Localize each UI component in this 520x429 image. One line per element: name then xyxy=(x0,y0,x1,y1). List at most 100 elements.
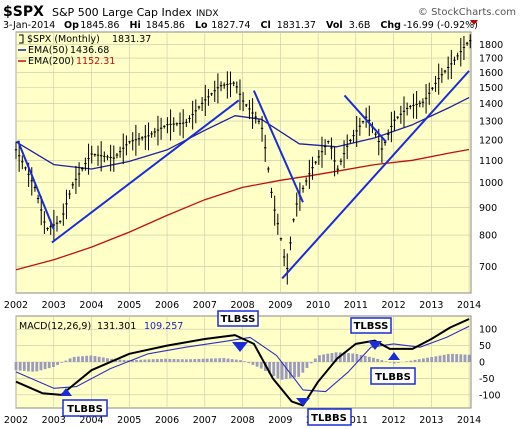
histogram-bar xyxy=(101,357,105,362)
y-tick-label: 1400 xyxy=(479,99,503,110)
histogram-bar xyxy=(205,358,209,362)
histogram-bar xyxy=(14,362,18,371)
callout-label: TLBBS xyxy=(67,404,103,415)
y-tick-label: 1200 xyxy=(479,135,503,146)
quote-value: 3.6B xyxy=(349,20,371,31)
histogram-bar xyxy=(160,358,163,362)
down-arrow-icon xyxy=(470,20,478,25)
x-tick-label: 2012 xyxy=(381,300,405,311)
histogram-bar xyxy=(234,359,238,362)
legend-ema50-value: 1436.68 xyxy=(70,45,109,56)
y-tick-label: 50 xyxy=(479,341,491,352)
trendline xyxy=(16,140,55,230)
histogram-bar xyxy=(43,362,47,370)
x-tick-label: 2006 xyxy=(155,415,179,426)
histogram-bar xyxy=(397,362,400,363)
trendline xyxy=(51,99,240,244)
histogram-bar xyxy=(467,354,471,362)
histogram-bar xyxy=(185,359,188,362)
callout-tlbbs-2003: TLBBS xyxy=(60,388,108,417)
macd-y-axis: -100 -50 0 50 100 xyxy=(479,325,501,402)
callout-label: TLBBS xyxy=(311,413,347,424)
x-tick-label: 2004 xyxy=(79,300,103,311)
histogram-bar xyxy=(392,362,396,364)
callout-arrow-icon xyxy=(232,342,248,352)
histogram-bar xyxy=(446,354,450,362)
exchange-label: INDX xyxy=(196,9,218,19)
histogram-bar xyxy=(39,362,43,371)
legend-ema50-label: EMA(50) xyxy=(28,45,68,56)
histogram-bar xyxy=(305,362,309,368)
x-tick-label: 2004 xyxy=(79,415,103,426)
histogram-bar xyxy=(97,356,101,362)
histogram-bar xyxy=(168,358,172,362)
histogram-bar xyxy=(243,361,247,362)
histogram-bar xyxy=(201,358,205,362)
macd-legend-value2: 109.257 xyxy=(144,321,183,332)
price-y-axis: 700 800 900 1000 1100 1200 1300 1400 1500 1600 170… xyxy=(479,40,503,273)
quote-label: Hi xyxy=(130,20,141,31)
callout-tlbbs-2012: TLBBS xyxy=(370,352,416,385)
histogram-bar xyxy=(76,356,80,362)
legend-price-label: $SPX (Monthly) xyxy=(27,34,100,45)
histogram-bar xyxy=(459,354,463,362)
histogram-bar xyxy=(106,358,109,362)
histogram-bar xyxy=(417,359,421,362)
x-tick-label: 2011 xyxy=(344,300,368,311)
histogram-bar xyxy=(18,362,22,371)
x-tick-label: 2002 xyxy=(4,415,28,426)
histogram-bar xyxy=(251,362,255,365)
histogram-bar xyxy=(413,359,417,362)
histogram-bar xyxy=(35,362,39,372)
macd-legend-value1: 131.301 xyxy=(97,321,136,332)
callout-label: TLBSS xyxy=(354,321,389,332)
histogram-bar xyxy=(155,359,159,362)
histogram-bar xyxy=(164,358,168,362)
histogram-bar xyxy=(347,353,350,362)
histogram-bar xyxy=(68,358,72,362)
quote-value: 1845.86 xyxy=(80,20,119,31)
ema200-line xyxy=(15,148,470,271)
x-tick-label: 2014 xyxy=(457,300,481,311)
callout-arrow-icon xyxy=(388,352,400,360)
y-tick-label: 1600 xyxy=(479,68,503,79)
macd-path xyxy=(15,318,470,407)
macd-signal-line xyxy=(15,325,470,393)
histogram-bar xyxy=(255,362,259,367)
x-tick-label: 2003 xyxy=(42,415,66,426)
histogram-bar xyxy=(130,360,134,362)
histogram-bar xyxy=(85,355,89,362)
histogram-bar xyxy=(226,358,230,362)
price-legend: $SPX (Monthly) 1831.37 EMA(50) 1436.68 E… xyxy=(18,34,151,67)
histogram-bar xyxy=(276,362,280,379)
histogram-bar xyxy=(293,362,296,378)
x-tick-label: 2007 xyxy=(193,300,217,311)
legend-ema200-value: 1152.31 xyxy=(76,56,115,67)
histogram-bar xyxy=(89,355,93,362)
histogram-bar xyxy=(52,362,55,368)
histogram-bar xyxy=(451,353,454,362)
histogram-bar xyxy=(118,359,122,362)
x-tick-label: 2013 xyxy=(419,300,443,311)
histogram-bar xyxy=(81,356,84,362)
price-panel xyxy=(15,31,472,294)
histogram-bar xyxy=(247,362,251,364)
histogram-bar xyxy=(22,362,26,371)
callout-tlbss-2008: TLBSS xyxy=(217,310,259,352)
histogram-bar xyxy=(64,360,68,362)
histogram-bar xyxy=(409,360,413,362)
histogram-bar xyxy=(176,359,180,362)
histogram-bar xyxy=(147,359,151,362)
price-series xyxy=(14,34,472,285)
y-tick-label: -50 xyxy=(479,374,495,385)
histogram-bar xyxy=(343,352,346,362)
histogram-bar xyxy=(309,362,313,364)
x-tick-label: 2007 xyxy=(193,415,217,426)
x-tick-label: 2008 xyxy=(230,415,254,426)
x-tick-label: 2009 xyxy=(268,300,292,311)
x-tick-label: 2008 xyxy=(230,300,254,311)
x-tick-label: 2003 xyxy=(42,300,66,311)
histogram-bar xyxy=(301,362,305,373)
legend-ema200-label: EMA(200) xyxy=(28,56,74,67)
